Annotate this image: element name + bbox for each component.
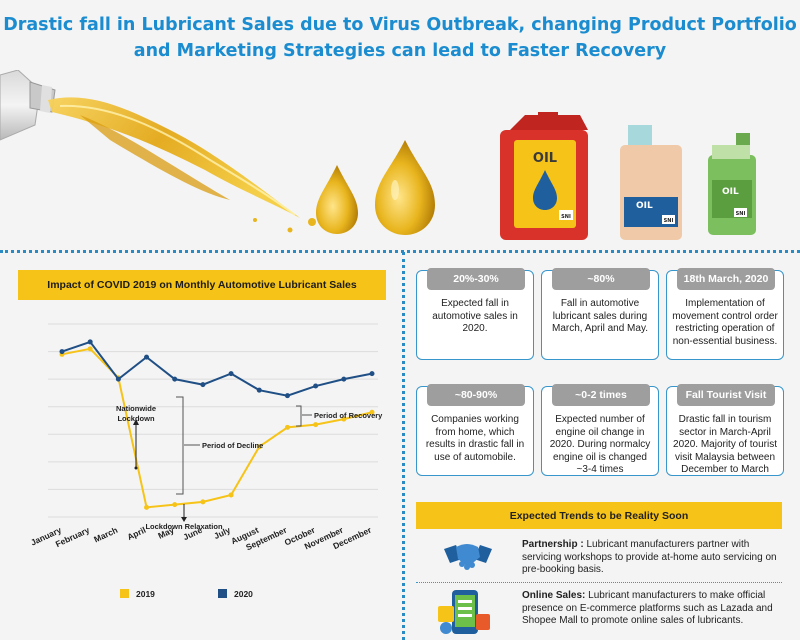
pouring-oil-icon: [48, 97, 316, 233]
data-point-2019: [284, 424, 290, 430]
annotation-nationwide-lockdown: Nationwide: [116, 404, 156, 413]
data-point-2019: [341, 416, 347, 422]
data-point-2019: [313, 422, 319, 428]
legend-swatch-2020: [218, 589, 227, 598]
trend-partnership: Partnership : Lubricant manufacturers pa…: [522, 539, 788, 577]
trend-text: Lubricant manufacturers to make official…: [522, 590, 773, 626]
phone-shop-icon: [438, 590, 490, 634]
trend-title: Online Sales:: [522, 590, 586, 601]
oil-bottle-icon: [0, 70, 56, 141]
handshake-icon: [444, 544, 492, 570]
stat-card-text: Companies working from home, which resul…: [425, 414, 525, 463]
series-line-2019: [61, 347, 373, 509]
legend-label-2020: 2020: [234, 589, 253, 599]
trend-text: Lubricant manufacturers partner with ser…: [522, 539, 777, 575]
series-line-2020: [61, 340, 373, 397]
title-line-1: Drastic fall in Lubricant Sales due to V…: [3, 15, 797, 35]
svg-text:SNI: SNI: [561, 214, 571, 220]
annotation-nationwide-lockdown: Lockdown: [117, 414, 155, 423]
trend-title: Partnership :: [522, 539, 584, 550]
stat-card: ~0-2 times Expected number of engine oil …: [541, 384, 659, 476]
data-point-2020: [341, 376, 347, 382]
trends-header: Expected Trends to be Reality Soon: [416, 502, 782, 529]
data-point-2019: [228, 492, 234, 498]
trend-separator: [416, 582, 782, 583]
trend-online-sales: Online Sales: Lubricant manufacturers to…: [522, 590, 788, 628]
data-point-2019: [87, 346, 93, 352]
stat-card-header: ~80%: [552, 268, 650, 290]
stat-card: ~80-90% Companies working from home, whic…: [416, 384, 534, 476]
data-point-2020: [200, 382, 206, 388]
data-point-2019: [256, 444, 262, 450]
stat-card: 18th March, 2020 Implementation of moveme…: [666, 268, 784, 360]
data-point-2020: [59, 349, 65, 355]
red-oil-can-icon: OIL SNI: [500, 112, 588, 240]
beige-oil-can-icon: OIL SNI: [620, 125, 682, 240]
data-point-2020: [369, 371, 375, 377]
svg-text:OIL: OIL: [533, 151, 557, 166]
data-point-2020: [284, 393, 290, 399]
stat-card-text: Expected fall in automotive sales in 202…: [432, 298, 518, 334]
annotation-lockdown-relaxation: Lockdown Relaxation: [145, 522, 223, 531]
stat-card-text: Expected number of engine oil change in …: [549, 414, 651, 475]
title-line-2: and Marketing Strategies can lead to Fas…: [133, 41, 667, 61]
annotation-arrowhead: [133, 419, 139, 425]
chart-title: Impact of COVID 2019 on Monthly Automoti…: [18, 270, 386, 300]
data-point-2019: [369, 409, 375, 415]
stat-card: 20%-30% Expected fall in automotive sales…: [416, 268, 534, 360]
svg-text:SNI: SNI: [736, 211, 746, 217]
page-title: Drastic fall in Lubricant Sales due to V…: [0, 12, 800, 64]
x-tick-label: March: [92, 525, 119, 545]
data-point-2020: [172, 376, 178, 382]
data-point-2020: [228, 371, 234, 377]
annotation-arrow-dot: [134, 466, 138, 470]
stat-card-text: Fall in automotive lubricant sales durin…: [552, 298, 648, 334]
data-point-2019: [172, 502, 178, 508]
stat-card-header: 18th March, 2020: [677, 268, 775, 290]
stat-card: Fall Tourist Visit Drastic fall in touris…: [666, 384, 784, 476]
decline-bracket: [176, 396, 184, 495]
x-tick-label: April: [126, 525, 148, 542]
stat-card-header: ~80-90%: [427, 384, 525, 406]
data-point-2020: [144, 354, 150, 360]
recovery-bracket: [296, 405, 302, 427]
stat-card: ~80% Fall in automotive lubricant sales d…: [541, 268, 659, 360]
data-point-2020: [115, 376, 121, 382]
oil-drop-icon: [375, 140, 435, 235]
svg-text:SNI: SNI: [664, 218, 674, 224]
data-point-2020: [313, 383, 319, 389]
relaxation-arrowhead: [181, 517, 187, 522]
stat-card-text: Implementation of movement control order…: [672, 298, 778, 347]
stat-card-header: 20%-30%: [427, 268, 525, 290]
green-oil-can-icon: OIL SNI: [708, 133, 756, 235]
annotation-period-of-recovery: Period of Recovery: [314, 411, 383, 420]
stat-card-header: ~0-2 times: [552, 384, 650, 406]
annotation-period-of-decline: Period of Decline: [202, 441, 263, 450]
legend-label-2019: 2019: [136, 589, 155, 599]
column-divider: [402, 252, 405, 640]
data-point-2020: [87, 339, 93, 345]
data-point-2019: [200, 499, 206, 505]
svg-text:OIL: OIL: [722, 187, 739, 197]
stat-card-header: Fall Tourist Visit: [677, 384, 775, 406]
legend-swatch-2019: [120, 589, 129, 598]
svg-text:OIL: OIL: [636, 201, 653, 211]
oil-drop-icon: [316, 165, 358, 234]
data-point-2019: [144, 504, 150, 510]
hero-illustration: OIL SNI OIL SNI OIL SNI: [0, 70, 756, 240]
data-point-2020: [256, 387, 262, 393]
section-divider: [0, 250, 800, 253]
stat-card-text: Drastic fall in tourism sector in March-…: [673, 414, 777, 475]
